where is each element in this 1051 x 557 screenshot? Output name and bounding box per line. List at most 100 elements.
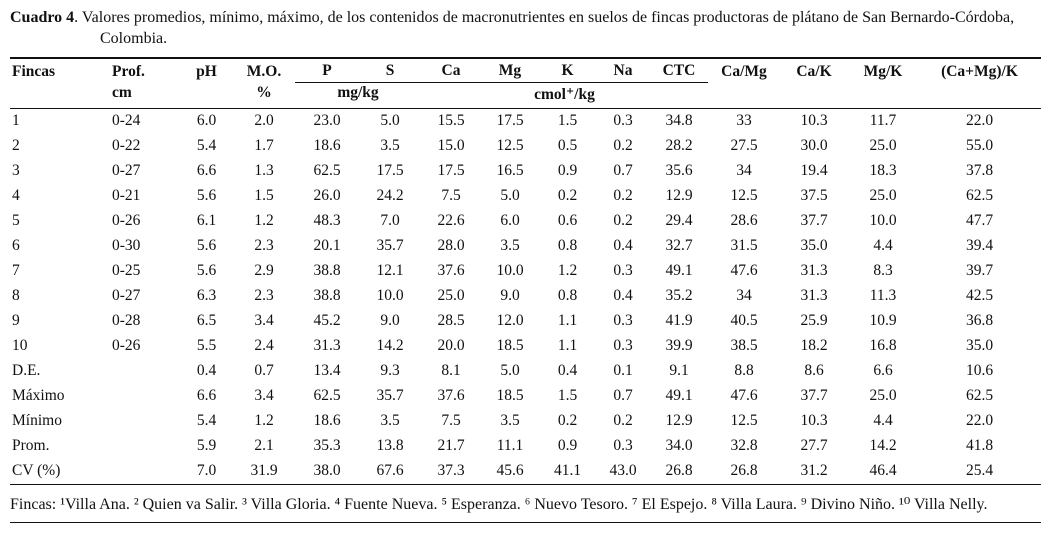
table-cell: 34 [736, 162, 752, 180]
table-cell: 25.0 [437, 287, 465, 305]
table-cell: 0.7 [613, 162, 633, 180]
table-cell: 37.6 [437, 262, 465, 280]
table-cell: 0.3 [613, 112, 633, 130]
table-cell: 0-27 [112, 287, 141, 305]
table-cell: 0.3 [613, 437, 633, 455]
unit-header-empty [918, 82, 1041, 110]
table-cell: 0.9 [557, 437, 578, 455]
table-header: Fincas Prof. pH M.O. P S Ca Mg K Na CTC … [10, 58, 1041, 110]
col-header-ctc: CTC [650, 58, 708, 84]
col-header-na: Na [596, 58, 650, 84]
table-cell: 7.0 [380, 212, 400, 230]
table-cell: 9.0 [500, 287, 520, 305]
table-row: 1 0-24 6.0 2.0 23.0 5.0 15.5 17.5 1.5 0.3 34.8 33 10… [10, 109, 1041, 135]
table-cell: 0-28 [112, 312, 141, 330]
table-cell [110, 359, 180, 384]
table-cell: 0.2 [613, 187, 633, 205]
table-cell: 0.4 [613, 237, 633, 255]
header-row-units: cm % mg/kg cmol⁺/kg [10, 82, 1041, 110]
table-cell: 0.2 [613, 212, 633, 230]
table-cell: 0.3 [613, 312, 633, 330]
table-cell: 26.8 [650, 459, 708, 486]
table-cell [110, 434, 180, 459]
table-cell: 28.0 [437, 237, 465, 255]
table-cell: 10.3 [800, 112, 828, 130]
table-cell: 0.4 [613, 287, 633, 305]
table-cell: 0.3 [613, 337, 633, 355]
table-row: D.E. 0.4 0.7 13.4 9.3 8.1 5.0 0.4 0.1 9.1 8.8 8.6 6.… [10, 359, 1041, 384]
table-cell: 6.1 [196, 212, 217, 230]
table-cell: 0.2 [613, 137, 633, 155]
table-cell: 47.6 [730, 387, 758, 405]
table-cell [110, 459, 180, 486]
table-cell: 1.2 [254, 412, 274, 430]
table-cell: 47.6 [730, 262, 758, 280]
col-header-ca-k-ratio: Ca/K [796, 62, 832, 80]
table-cell: 31.5 [730, 237, 758, 255]
table-cell: 39.4 [965, 237, 994, 255]
table-cell: 0-27 [112, 162, 141, 180]
table-cell: 31.9 [233, 459, 295, 486]
table-cell: 5.5 [196, 337, 217, 355]
col-header-mo: M.O. [246, 62, 282, 80]
table-cell: 22.0 [965, 112, 994, 130]
table-cell: 4 [12, 187, 20, 205]
table-cell: 45.2 [313, 312, 341, 330]
unit-header-empty [708, 82, 780, 110]
table-cell: 34.0 [665, 437, 693, 455]
unit-header-empty [848, 82, 918, 110]
table-cell: 36.8 [965, 312, 994, 330]
table-cell: 8.3 [873, 262, 893, 280]
table-cell: 5 [12, 212, 20, 230]
table-cell: 22.6 [437, 212, 465, 230]
table-cell: 7 [12, 262, 20, 280]
table-cell: 0-25 [112, 262, 141, 280]
table-row: 2 0-22 5.4 1.7 18.6 3.5 15.0 12.5 0.5 0.2 28.2 27.5… [10, 134, 1041, 159]
table-row: 9 0-28 6.5 3.4 45.2 9.0 28.5 12.0 1.1 0.3 41.9 40.5… [10, 309, 1041, 334]
table-cell: Mínimo [12, 412, 62, 430]
table-cell: 43.0 [596, 459, 650, 486]
table-cell: 18.6 [313, 412, 341, 430]
table-cell: 0.6 [557, 212, 578, 230]
table-cell: 0.4 [557, 362, 578, 380]
table-cell: 34.8 [665, 112, 693, 130]
table-cell: 31.3 [800, 287, 828, 305]
table-caption-text: . Valores promedios, mínimo, máximo, de … [74, 9, 1015, 48]
col-header-fincas: Fincas [12, 62, 56, 80]
table-cell: 10.0 [376, 287, 404, 305]
col-header-ca: Ca [421, 58, 481, 84]
table-cell: 0-21 [112, 187, 141, 205]
table-cell: 26.8 [708, 459, 780, 486]
unit-header-mgkg: mg/kg [295, 82, 421, 110]
table-cell: 62.5 [313, 162, 341, 180]
table-cell: 1 [12, 112, 20, 130]
table-cell: 18.3 [869, 162, 897, 180]
table-cell: 38.8 [313, 262, 341, 280]
table-cell: 5.4 [196, 412, 217, 430]
table-cell: 35.7 [376, 387, 404, 405]
table-cell: 0-26 [112, 212, 141, 230]
table-cell: 11.7 [869, 112, 897, 130]
table-cell: 2.1 [254, 437, 274, 455]
table-cell: 0.2 [557, 412, 578, 430]
table-cell: 0.4 [196, 362, 217, 380]
table-cell: 10 [12, 337, 28, 355]
table-cell: 2.9 [254, 262, 274, 280]
table-cell: 20.1 [313, 237, 341, 255]
table-cell: 10.9 [869, 312, 897, 330]
table-row: 3 0-27 6.6 1.3 62.5 17.5 17.5 16.5 0.9 0.7 35.6 34 1… [10, 159, 1041, 184]
table-row: 7 0-25 5.6 2.9 38.8 12.1 37.6 10.0 1.2 0.3 49.1 47.… [10, 259, 1041, 284]
table-cell: 1.5 [557, 387, 578, 405]
table-footnote: Fincas: ¹Villa Ana. ² Quien va Salir. ³ … [10, 492, 1041, 523]
table-cell: 35.6 [665, 162, 693, 180]
table-cell: 22.0 [965, 412, 994, 430]
header-row-main: Fincas Prof. pH M.O. P S Ca Mg K Na CTC … [10, 58, 1041, 84]
table-cell: 20.0 [437, 337, 465, 355]
table-cell: 38.8 [313, 287, 341, 305]
table-cell: 47.7 [965, 212, 994, 230]
table-cell: 49.1 [665, 262, 693, 280]
table-cell: 0.9 [557, 162, 578, 180]
table-cell: 62.5 [965, 187, 994, 205]
table-cell: 12.5 [730, 412, 758, 430]
table-cell: 48.3 [313, 212, 341, 230]
